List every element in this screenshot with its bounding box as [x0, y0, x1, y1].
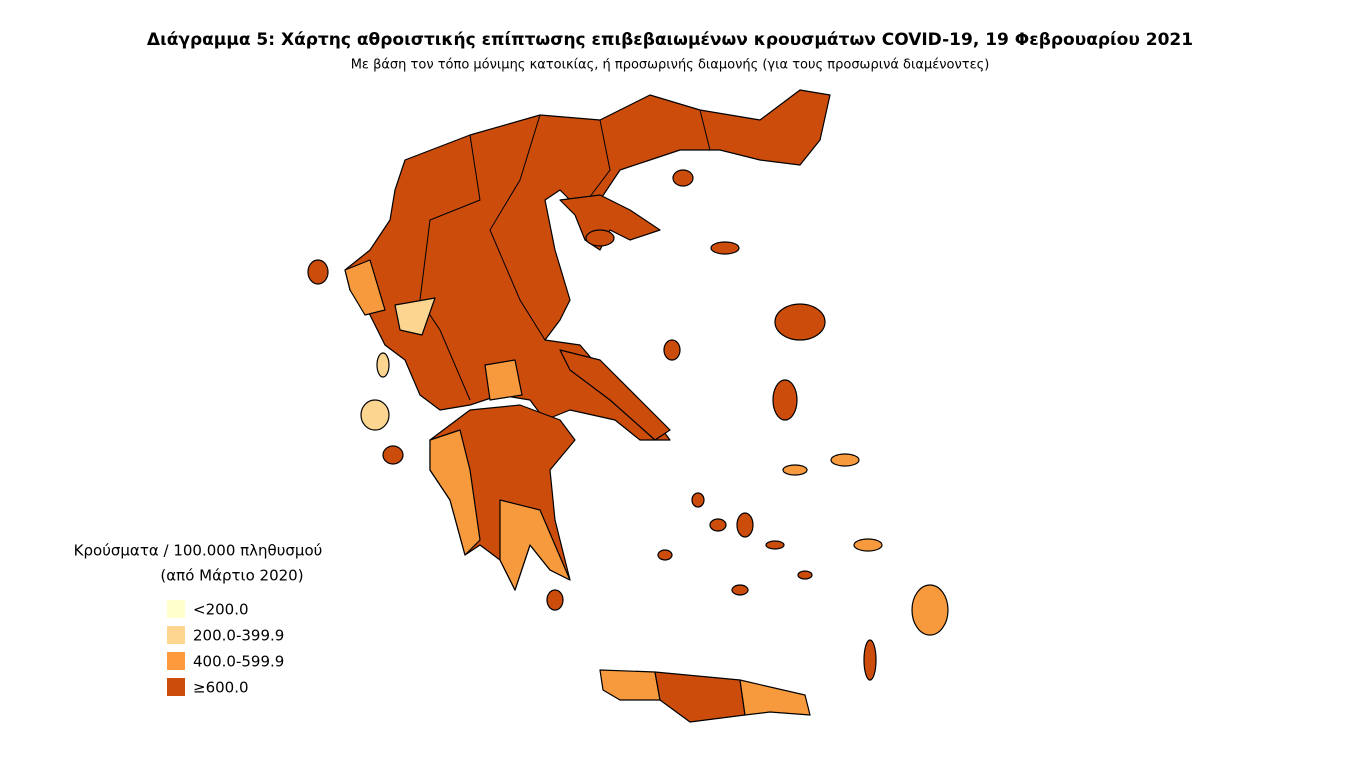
island	[774, 303, 826, 341]
legend-label: 200.0-399.9	[193, 627, 284, 645]
subtitle: Με βάση τον τόπο μόνιμης κατοικίας, ή πρ…	[351, 58, 990, 73]
island	[657, 549, 673, 561]
island	[782, 464, 808, 476]
evia	[559, 349, 671, 441]
region	[429, 429, 481, 556]
legend-swatch	[167, 600, 185, 618]
crete-east	[739, 679, 811, 716]
island	[797, 570, 813, 580]
region	[484, 359, 523, 401]
title: Διάγραμμα 5: Χάρτης αθροιστικής επίπτωση…	[147, 30, 1193, 50]
region	[394, 297, 436, 336]
island	[736, 512, 754, 538]
island	[691, 492, 705, 508]
island	[772, 379, 798, 421]
island	[307, 259, 329, 285]
legend-swatch	[167, 678, 185, 696]
island	[360, 399, 390, 431]
island	[830, 453, 860, 467]
region	[499, 499, 571, 591]
island	[911, 584, 949, 636]
island	[546, 589, 564, 611]
greece-map	[307, 89, 949, 723]
crete-west	[599, 669, 661, 701]
region-border	[489, 114, 546, 341]
island	[382, 445, 404, 465]
legend: <200.0 200.0-399.9 400.0-599.9 ≥600.0	[167, 600, 284, 697]
island	[731, 584, 749, 596]
chalkidiki	[559, 194, 661, 251]
island	[663, 339, 681, 361]
island	[765, 540, 785, 550]
island	[863, 639, 877, 681]
island	[709, 518, 727, 532]
region-border	[419, 134, 481, 401]
crete-central	[654, 671, 746, 723]
region	[344, 259, 386, 316]
legend-swatch	[167, 652, 185, 670]
legend-label: ≥600.0	[193, 679, 249, 697]
legend-swatch	[167, 626, 185, 644]
island	[585, 229, 615, 247]
island	[710, 241, 740, 255]
legend-label: 400.0-599.9	[193, 653, 284, 671]
region-border	[699, 109, 711, 151]
mainland	[344, 89, 831, 441]
legend-subtitle: (από Μάρτιο 2020)	[160, 567, 303, 585]
island	[853, 538, 883, 552]
legend-title: Κρούσματα / 100.000 πληθυσμού	[74, 542, 323, 560]
island	[672, 169, 694, 187]
island	[376, 352, 390, 378]
legend-label: <200.0	[193, 601, 249, 619]
